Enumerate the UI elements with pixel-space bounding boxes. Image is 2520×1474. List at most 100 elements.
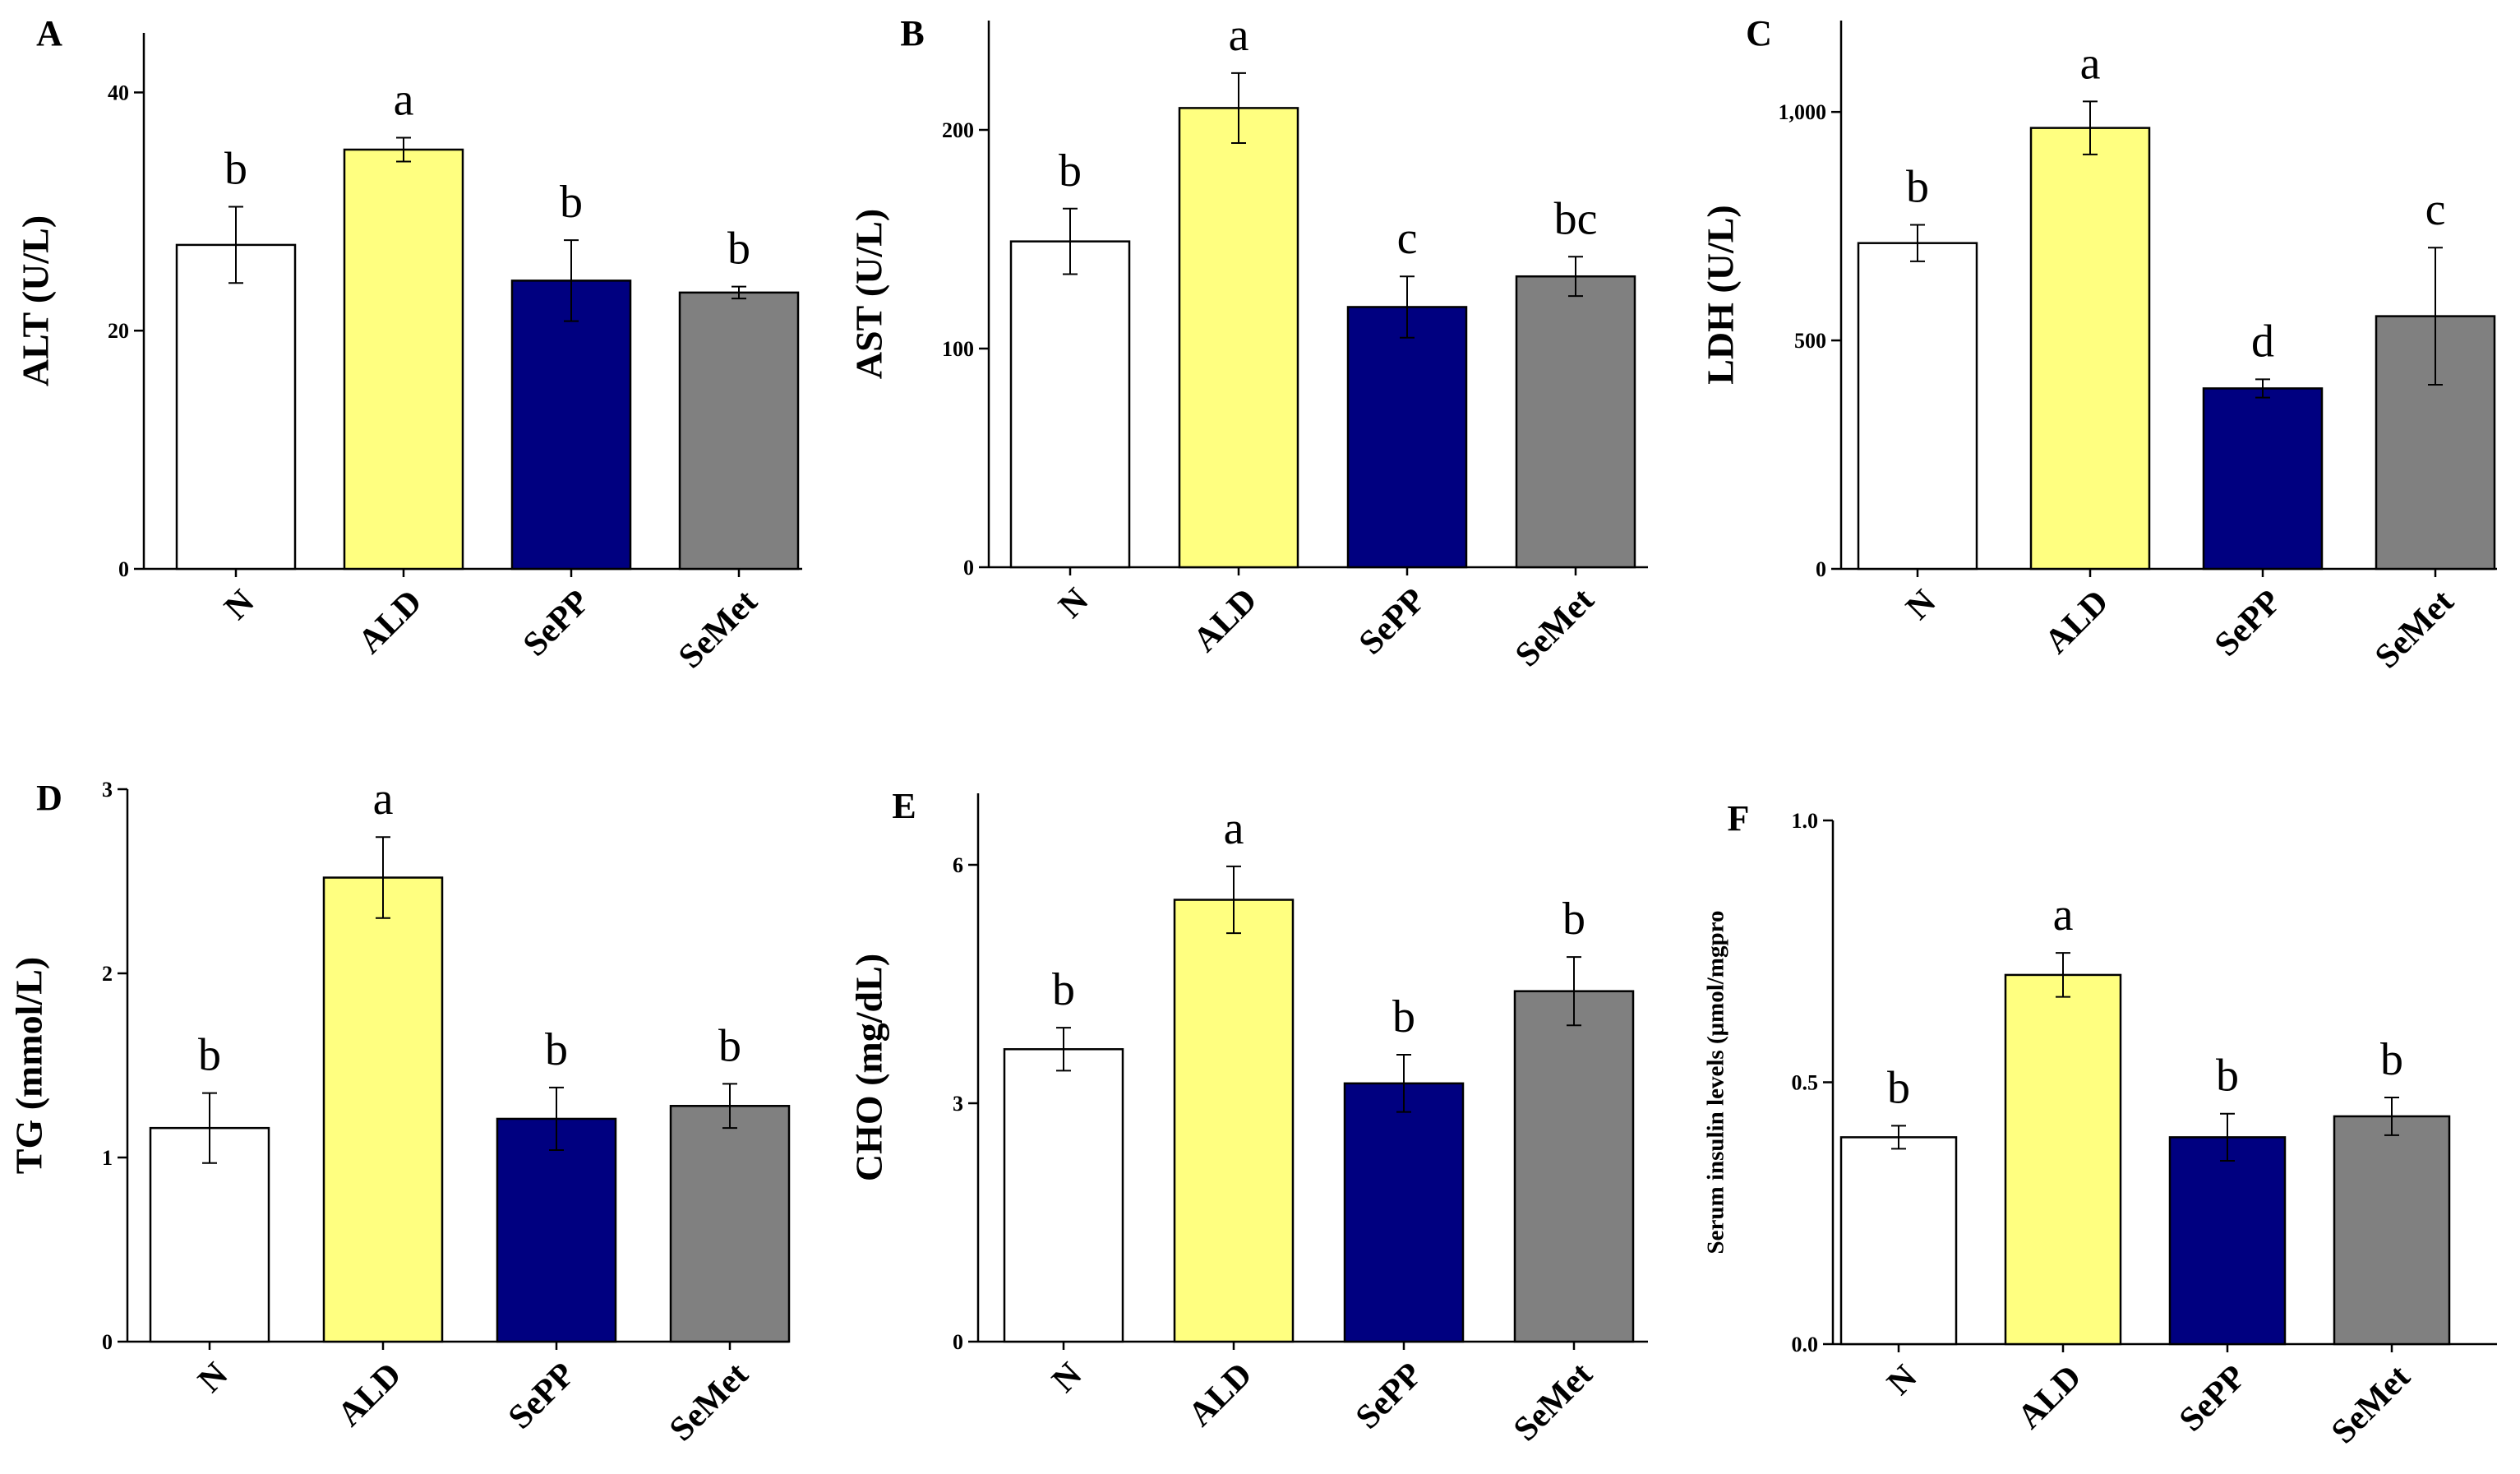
significance-letter: a: [373, 774, 394, 825]
significance-letter: b: [1052, 964, 1075, 1015]
y-tick-label: 3: [102, 778, 113, 802]
panel-label: F: [1728, 798, 1750, 839]
bar-n: [1857, 242, 1978, 571]
bar-semet: [669, 1105, 791, 1343]
y-axis-label: CHO (mg/dL): [848, 954, 890, 1181]
chart-panel-a: A ALT (U/L) 0 20 40 b Na ALD b SePP b SeMet: [15, 13, 802, 676]
panel-label: E: [892, 786, 916, 826]
category-label-sepp: SePP: [2172, 1358, 2254, 1439]
category-label-sepp: SePP: [2208, 583, 2289, 664]
significance-letter: a: [1224, 803, 1244, 854]
significance-letter: b: [1392, 991, 1415, 1042]
y-axis-label: AST (U/L): [848, 209, 890, 379]
bar-semet: [678, 291, 800, 571]
chart-panel-f: F Serum insulin levels (μmol/mgpro 0.0 0.5 1…: [1703, 798, 2497, 1451]
significance-letter: b: [727, 224, 750, 275]
category-label-semet: SeMet: [662, 1356, 755, 1449]
category-label-ald: ALD: [2010, 1358, 2088, 1436]
y-tick-label: 40: [108, 81, 129, 104]
category-label-semet: SeMet: [672, 583, 764, 676]
category-label-n: N: [1045, 1356, 1089, 1400]
panel-label: D: [36, 778, 62, 818]
significance-letter: b: [1906, 161, 1929, 212]
significance-letter: a: [2080, 38, 2101, 89]
panel-label: B: [900, 13, 924, 53]
significance-letter: a: [1229, 10, 1249, 61]
category-label-n: N: [191, 1356, 235, 1400]
y-tick-label: 500: [1794, 329, 1826, 353]
significance-letter: b: [198, 1030, 221, 1081]
significance-letter: a: [2053, 889, 2074, 940]
bar-sepp: [2202, 387, 2324, 571]
panel-label: A: [36, 13, 62, 53]
category-label-semet: SeMet: [2368, 583, 2461, 676]
significance-letter: b: [560, 177, 583, 228]
bar-ald: [343, 148, 464, 571]
category-label-sepp: SePP: [1349, 1356, 1430, 1437]
category-label-sepp: SePP: [501, 1356, 583, 1437]
chart-panel-b: B AST (U/L) 0 100 200 b Na ALD c SePP bc SeMet: [848, 10, 1648, 674]
significance-letter: b: [1059, 146, 1082, 196]
bar-semet: [1515, 275, 1636, 569]
category-label-semet: SeMet: [1508, 581, 1601, 674]
chart-panel-d: D TG (mmol/L) 0 1 2 3 b Na ALD b SePP b SeMet: [8, 774, 791, 1449]
bar-sepp: [1343, 1082, 1465, 1343]
category-label-semet: SeMet: [2324, 1358, 2417, 1451]
significance-letter: b: [2380, 1034, 2403, 1085]
chart-panel-c: C LDH (U/L) 0 500 1,000 b Na ALD d SePP c SeMet: [1700, 13, 2497, 676]
y-tick-label: 3: [953, 1092, 963, 1116]
significance-letter: b: [2216, 1051, 2239, 1102]
bar-ald: [2029, 127, 2151, 571]
bar-ald: [2004, 973, 2122, 1346]
y-axis-label: TG (mmol/L): [8, 957, 50, 1174]
y-axis-label: Serum insulin levels (μmol/mgpro: [1703, 911, 1729, 1255]
significance-letter: c: [1397, 213, 1418, 264]
bar-sepp: [1346, 306, 1468, 569]
y-tick-label: 0: [953, 1330, 963, 1354]
y-tick-label: 0: [1816, 557, 1826, 581]
bar-semet: [2333, 1115, 2451, 1346]
bar-sepp: [510, 280, 632, 571]
category-label-ald: ALD: [351, 583, 429, 661]
significance-letter: b: [1562, 894, 1585, 945]
y-tick-label: 1.0: [1792, 809, 1819, 833]
category-label-ald: ALD: [330, 1356, 408, 1434]
category-label-sepp: SePP: [516, 583, 598, 664]
category-label-n: N: [217, 583, 261, 627]
y-tick-label: 0: [118, 557, 129, 581]
bar-ald: [1178, 107, 1299, 569]
y-tick-label: 20: [108, 319, 129, 343]
bar-n: [1009, 240, 1131, 569]
y-tick-label: 0.5: [1792, 1071, 1819, 1095]
chart-panel-e: E CHO (mg/dL) 0 3 6 b Na ALD b SePP b SeMet: [848, 786, 1648, 1449]
category-label-n: N: [1880, 1358, 1924, 1402]
significance-letter: bc: [1554, 193, 1598, 244]
y-tick-label: 200: [942, 118, 974, 142]
category-label-semet: SeMet: [1507, 1356, 1599, 1449]
category-label-n: N: [1051, 581, 1096, 626]
significance-letter: d: [2251, 316, 2274, 367]
bar-sepp: [2168, 1136, 2287, 1346]
y-axis-label: LDH (U/L): [1700, 205, 1742, 385]
bar-sepp: [496, 1117, 617, 1343]
y-tick-label: 0.0: [1792, 1333, 1819, 1356]
significance-letter: a: [394, 75, 414, 126]
bar-n: [175, 243, 297, 571]
significance-letter: c: [2425, 184, 2446, 235]
significance-letter: b: [1887, 1062, 1910, 1113]
category-label-sepp: SePP: [1352, 581, 1433, 663]
y-tick-label: 0: [963, 556, 974, 580]
y-tick-label: 6: [953, 853, 963, 877]
bar-semet: [1513, 990, 1635, 1343]
bar-n: [1003, 1048, 1124, 1343]
bar-n: [1839, 1136, 1958, 1346]
y-axis-label: ALT (U/L): [15, 215, 57, 386]
y-tick-label: 1: [102, 1146, 113, 1170]
y-tick-label: 0: [102, 1330, 113, 1354]
category-label-ald: ALD: [1181, 1356, 1259, 1434]
significance-letter: b: [718, 1020, 741, 1071]
y-tick-label: 100: [942, 337, 974, 361]
panel-label: C: [1746, 13, 1772, 53]
significance-letter: b: [224, 144, 247, 195]
